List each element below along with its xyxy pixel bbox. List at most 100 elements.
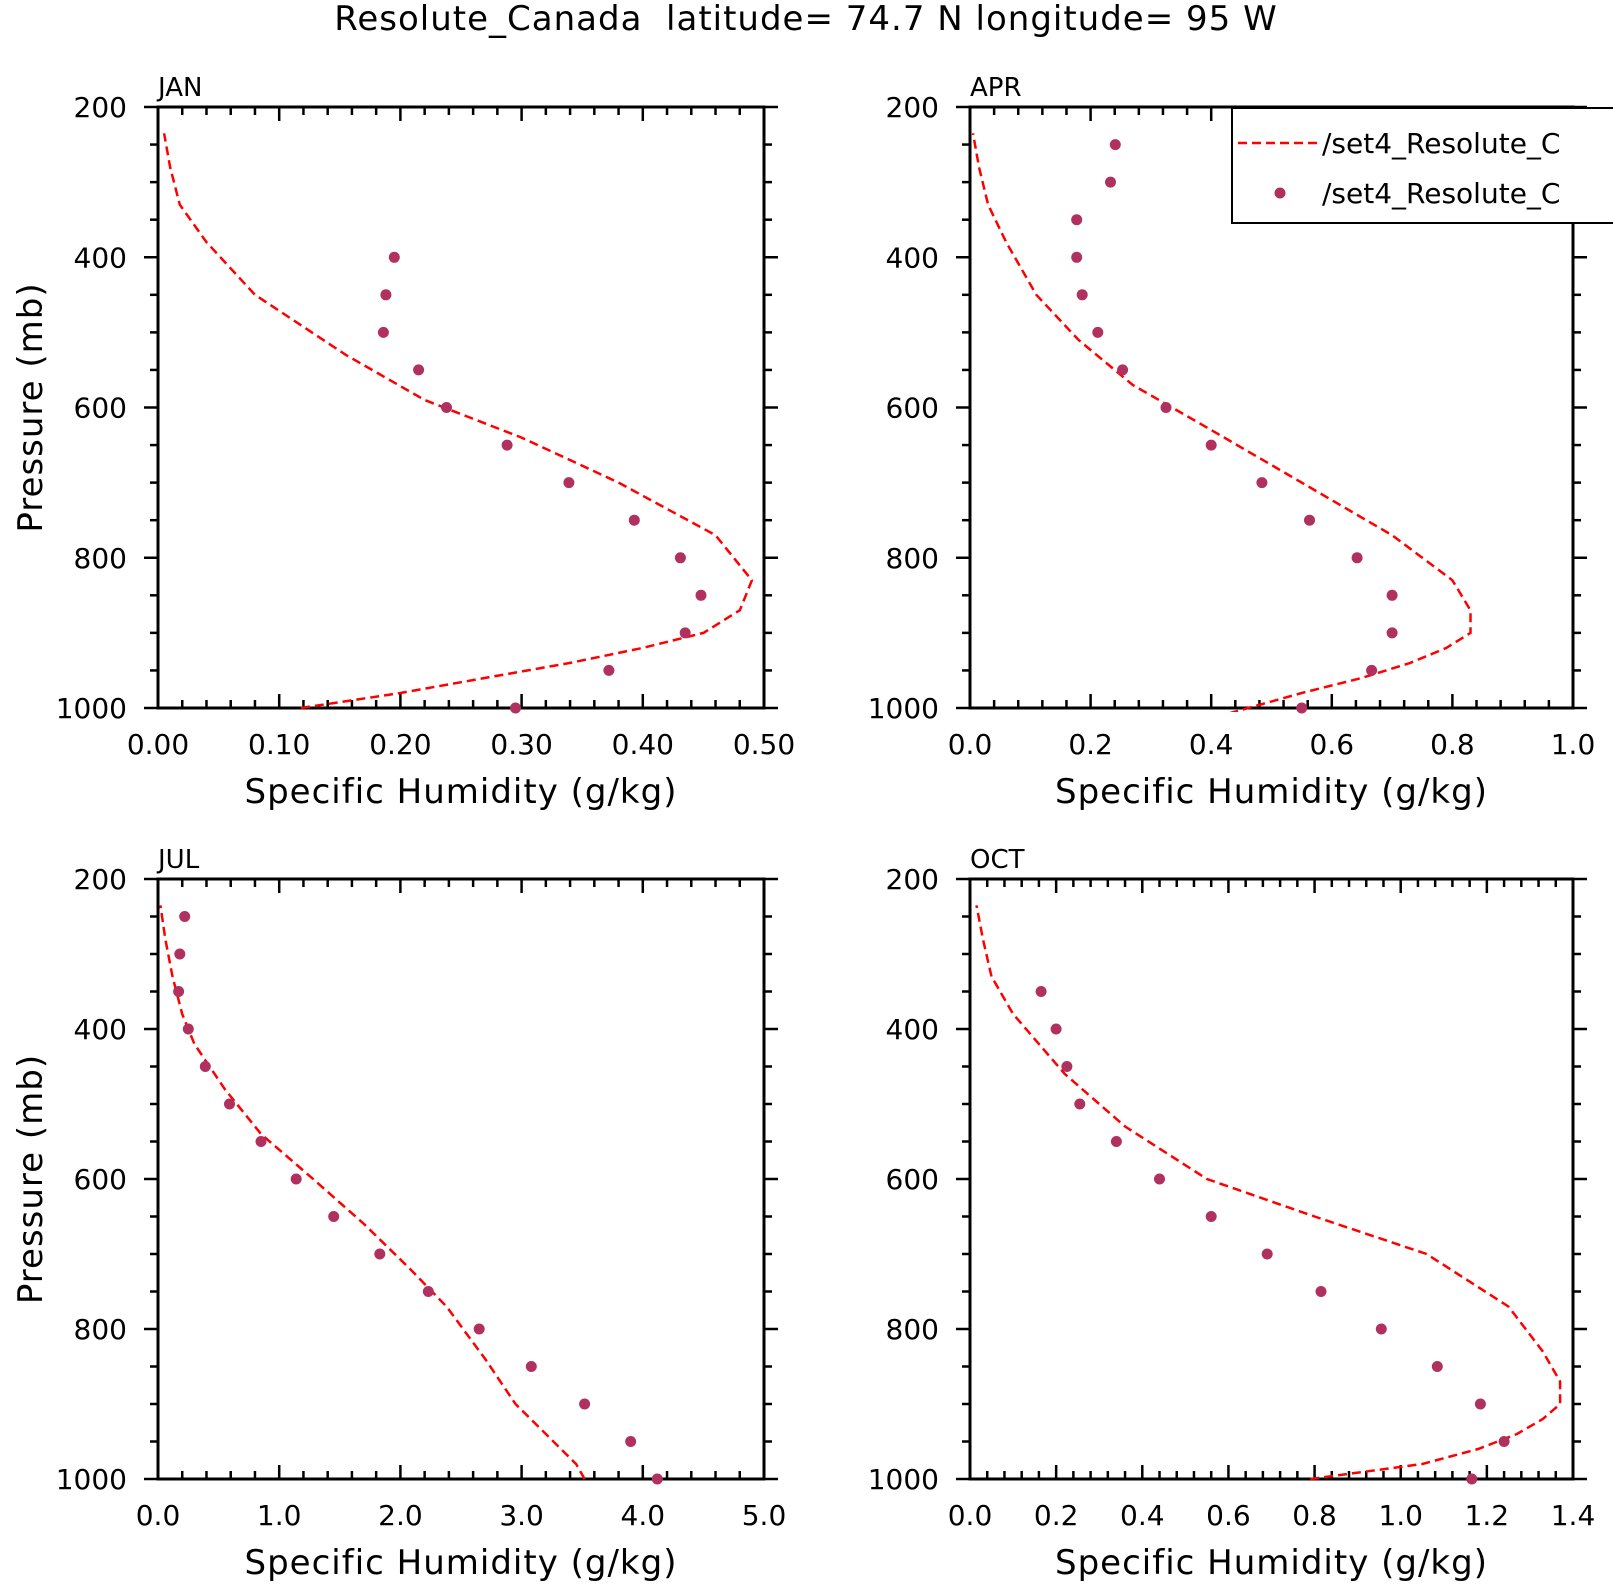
y-tick-label: 200: [74, 91, 127, 124]
obs-point: [1154, 1173, 1165, 1185]
model-profile-line: [159, 905, 586, 1480]
legend-box: [1231, 107, 1613, 224]
obs-point: [1351, 552, 1363, 564]
x-tick-label: 1.0: [1551, 728, 1596, 761]
obs-point: [199, 1061, 211, 1072]
obs-point: [179, 911, 191, 922]
y-axis-label: Pressure (mb): [11, 1054, 51, 1304]
x-tick-label: 0.0: [948, 728, 993, 761]
y-tick-label: 1000: [56, 1463, 127, 1496]
panel-month-label: OCT: [970, 845, 1025, 875]
obs-point: [1498, 1436, 1510, 1447]
obs-point: [1386, 589, 1398, 601]
obs-point: [255, 1136, 267, 1147]
obs-point: [1105, 176, 1116, 188]
x-tick-label: 0.10: [248, 728, 310, 761]
plot-frame: [156, 877, 766, 1481]
obs-point: [651, 1473, 663, 1485]
obs-point: [501, 439, 513, 451]
obs-point: [377, 326, 389, 338]
panel-apr: APR 200 400 600 800 1000 0.0 0.2 0.4 0.6 0.8 1.0 Spe…: [868, 73, 1596, 812]
x-tick-label: 1.4: [1551, 1499, 1596, 1532]
x-tick-label: 1.0: [257, 1499, 302, 1532]
obs-point: [579, 1398, 591, 1410]
obs-point: [1050, 1023, 1062, 1035]
obs-point: [182, 1023, 194, 1035]
obs-point: [224, 1098, 235, 1110]
obs-point: [1431, 1361, 1443, 1372]
obs-point: [1304, 514, 1315, 526]
obs-point: [422, 1286, 434, 1297]
obs-point: [441, 402, 452, 413]
panel-month-label: JAN: [156, 73, 202, 103]
obs-point: [628, 514, 640, 526]
obs-point: [374, 1248, 386, 1260]
obs-point: [1076, 289, 1088, 301]
obs-point: [525, 1361, 537, 1372]
obs-point: [173, 986, 185, 997]
y-tick-label: 1000: [56, 692, 127, 725]
x-tick-label: 4.0: [621, 1499, 666, 1532]
x-tick-label: 3.0: [499, 1499, 544, 1532]
y-tick-label: 200: [886, 91, 939, 124]
obs-point: [603, 664, 615, 676]
x-tick-label: 0.4: [1120, 1499, 1165, 1532]
panel-jul: JUL 200 400 600 800 1000 0.0 1.0 2.0 3.0 4.0 5.0 Spe…: [11, 845, 786, 1583]
obs-point: [1035, 986, 1047, 997]
obs-point: [1160, 402, 1172, 413]
obs-point: [674, 552, 686, 564]
obs-point: [1261, 1248, 1273, 1260]
obs-point: [328, 1211, 340, 1222]
x-tick-label: 0.2: [1034, 1499, 1079, 1532]
obs-point: [174, 948, 186, 960]
legend-dot-swatch: [1274, 187, 1286, 199]
x-tick-label: 1.0: [1378, 1499, 1423, 1532]
legend-label: /set4_Resolute_C: [1322, 127, 1560, 160]
x-tick-label: 0.0: [948, 1499, 993, 1532]
obs-point: [1092, 326, 1104, 338]
y-tick-label: 800: [886, 542, 939, 575]
model-profile-line: [975, 905, 1562, 1481]
y-tick-label: 200: [74, 863, 127, 896]
x-axis-label: Specific Humidity (g/kg): [245, 772, 678, 812]
obs-point: [1466, 1473, 1478, 1485]
obs-point: [290, 1173, 302, 1185]
x-tick-label: 0.50: [733, 728, 795, 761]
panel-month-label: JUL: [156, 845, 200, 875]
obs-point: [1061, 1061, 1073, 1072]
obs-point: [1315, 1286, 1327, 1297]
y-tick-label: 800: [74, 1313, 127, 1346]
obs-point: [1386, 627, 1398, 639]
y-tick-label: 400: [886, 1013, 939, 1046]
y-tick-label: 400: [74, 1013, 127, 1046]
obs-point: [1110, 1136, 1122, 1147]
obs-point: [1296, 702, 1308, 714]
y-tick-label: 1000: [868, 692, 939, 725]
obs-point: [1256, 477, 1268, 489]
figure-title: Resolute_Canada latitude= 74.7 N longitu…: [334, 0, 1277, 39]
x-axis-label: Specific Humidity (g/kg): [245, 1543, 678, 1583]
x-tick-label: 1.2: [1465, 1499, 1510, 1532]
x-tick-label: 5.0: [742, 1499, 787, 1532]
obs-point: [473, 1323, 485, 1335]
y-tick-label: 600: [886, 1163, 939, 1196]
y-tick-label: 600: [74, 1163, 127, 1196]
obs-point: [695, 589, 707, 601]
x-tick-label: 2.0: [378, 1499, 423, 1532]
model-profile-line: [162, 133, 754, 710]
x-axis-label: Specific Humidity (g/kg): [1055, 772, 1488, 812]
y-tick-label: 200: [886, 863, 939, 896]
obs-point: [563, 477, 575, 489]
obs-point: [1109, 139, 1121, 151]
obs-point: [413, 364, 425, 376]
obs-point: [1205, 1211, 1217, 1222]
panel-month-label: APR: [970, 73, 1022, 103]
x-tick-label: 0.8: [1430, 728, 1475, 761]
y-tick-label: 800: [886, 1313, 939, 1346]
obs-point: [380, 289, 392, 301]
obs-point: [1375, 1323, 1387, 1335]
obs-point: [1074, 1098, 1086, 1110]
